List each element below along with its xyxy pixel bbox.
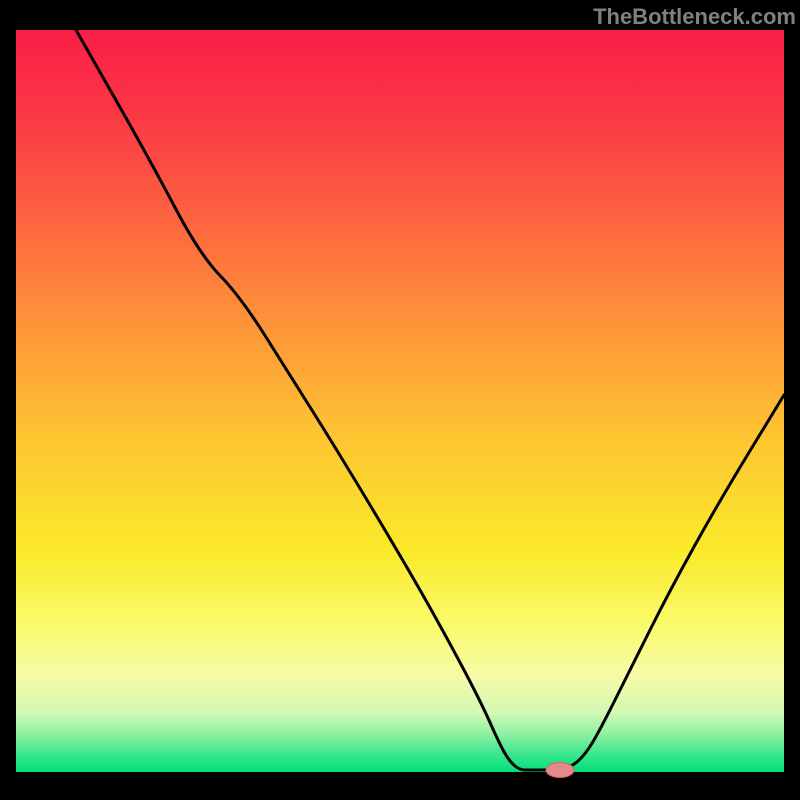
watermark-text: TheBottleneck.com xyxy=(593,4,796,30)
gradient-background xyxy=(16,30,784,772)
bottleneck-chart: TheBottleneck.com xyxy=(0,0,800,800)
